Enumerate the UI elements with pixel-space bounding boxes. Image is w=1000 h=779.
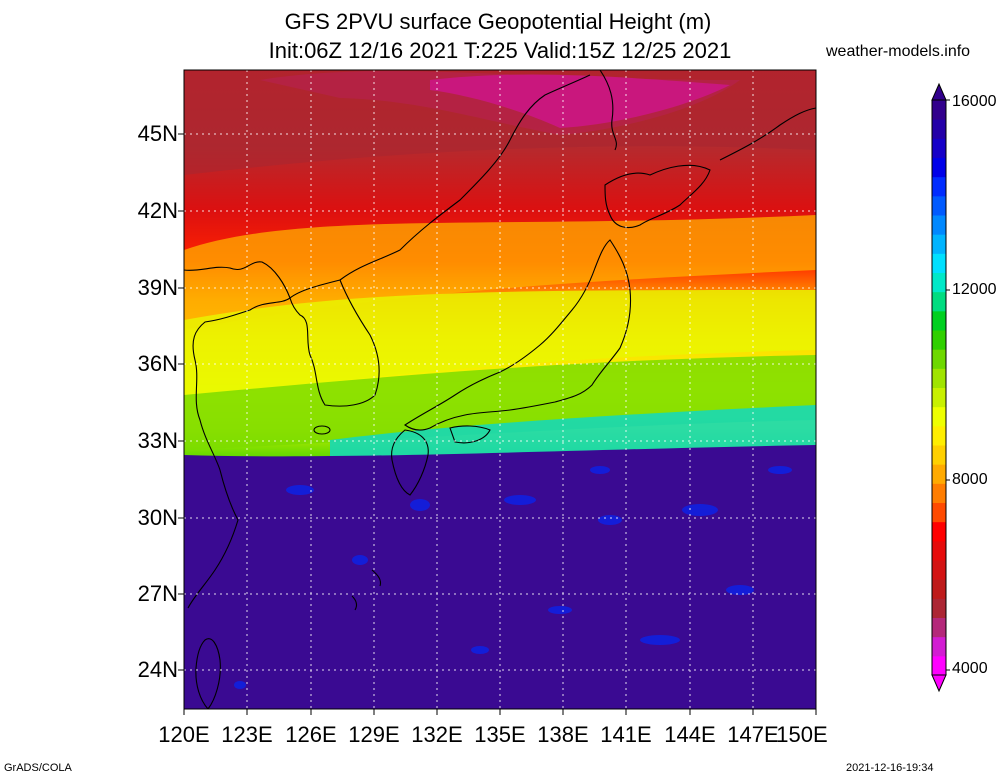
lat-label: 27N [137, 581, 178, 606]
colorbar-swatch [932, 291, 946, 312]
colorbar [931, 82, 950, 693]
graticule [184, 70, 816, 709]
colorbar-swatch [932, 445, 946, 465]
colorbar-swatch [932, 310, 946, 331]
colorbar-swatch [932, 195, 946, 216]
footer-timestamp: 2021-12-16-19:34 [846, 762, 934, 774]
lat-label: 33N [137, 428, 178, 453]
colorbar-swatch [932, 598, 946, 618]
colorbar-swatch [932, 138, 946, 158]
colorbar-swatch [932, 330, 946, 350]
colorbar-swatch [932, 483, 946, 503]
lon-label: 120E [158, 722, 210, 747]
colorbar-swatch [932, 119, 946, 139]
lon-label: 138E [537, 722, 589, 747]
colorbar-swatch [932, 579, 946, 599]
lon-label: 123E [221, 722, 273, 747]
colorbar-swatch [932, 387, 946, 408]
lon-label: 132E [411, 722, 463, 747]
lon-label: 150E [776, 722, 828, 747]
colorbar-swatch [932, 157, 946, 178]
coastlines [184, 70, 816, 709]
colorbar-swatch [932, 636, 946, 657]
chart-subtitle: Init:06Z 12/16 2021 T:225 Valid:15Z 12/2… [268, 38, 732, 63]
colorbar-swatch [932, 540, 946, 561]
colorbar-swatch [932, 406, 946, 427]
colorbar-frame [931, 99, 947, 676]
geopotential-field [184, 70, 816, 709]
colorbar-swatch [932, 464, 946, 484]
chart-title: GFS 2PVU surface Geopotential Height (m) [284, 9, 712, 34]
lon-label: 126E [285, 722, 337, 747]
colorbar-label: 8000 [952, 471, 988, 488]
colorbar-swatch [932, 368, 946, 388]
colorbar-swatch [932, 560, 946, 580]
colorbar-label: 12000 [952, 281, 997, 298]
lat-label: 39N [137, 275, 178, 300]
colorbar-swatch [932, 502, 946, 523]
colorbar-swatch [932, 272, 946, 293]
colorbar-swatch [932, 655, 946, 676]
colorbar-label: 4000 [952, 660, 988, 677]
lat-label: 24N [137, 657, 178, 682]
colorbar-swatch [932, 176, 946, 197]
lon-label: 144E [664, 722, 716, 747]
lat-label: 42N [137, 198, 178, 223]
footer-software: GrADS/COLA [4, 762, 72, 774]
lon-label: 141E [600, 722, 652, 747]
axis-ticks [178, 133, 817, 715]
colorbar-swatch [932, 425, 946, 446]
colorbar-swatch [932, 349, 946, 369]
colorbar-swatch [932, 215, 946, 235]
colorbar-label: 16000 [952, 93, 997, 110]
colorbar-swatch [932, 234, 946, 254]
lat-label: 36N [137, 351, 178, 376]
lon-label: 129E [348, 722, 400, 747]
site-credit: weather-models.info [826, 43, 971, 60]
lon-label: 135E [474, 722, 526, 747]
lon-label: 147E [727, 722, 779, 747]
colorbar-max-arrow [931, 82, 947, 101]
colorbar-swatch [932, 100, 946, 120]
colorbar-swatch [932, 253, 946, 273]
colorbar-swatch [932, 617, 946, 638]
colorbar-swatch [932, 521, 946, 542]
lat-label: 30N [137, 505, 178, 530]
colorbar-min-arrow [931, 674, 947, 693]
lat-label: 45N [137, 121, 178, 146]
